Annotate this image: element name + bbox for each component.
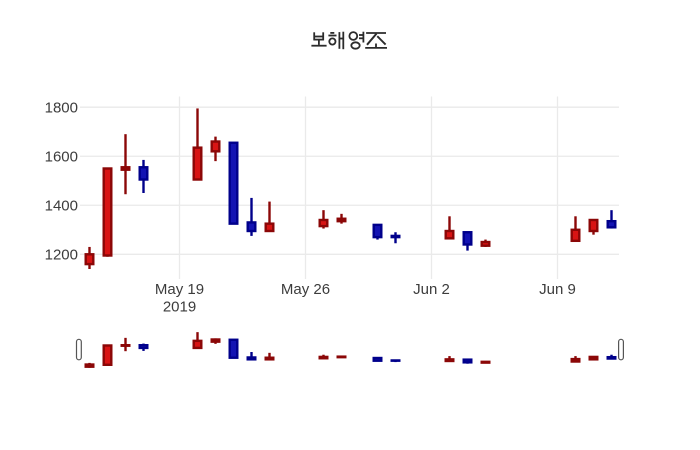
svg-text:1400: 1400	[45, 198, 78, 215]
svg-text:1600: 1600	[45, 149, 78, 166]
svg-text:May 26: May 26	[281, 281, 330, 298]
svg-text:1200: 1200	[45, 247, 78, 264]
svg-text:1800: 1800	[45, 100, 78, 117]
svg-text:Jun 2: Jun 2	[413, 281, 450, 298]
svg-text:May 19: May 19	[155, 281, 204, 298]
svg-text:Jun 9: Jun 9	[539, 281, 576, 298]
svg-text:2019: 2019	[163, 298, 196, 315]
